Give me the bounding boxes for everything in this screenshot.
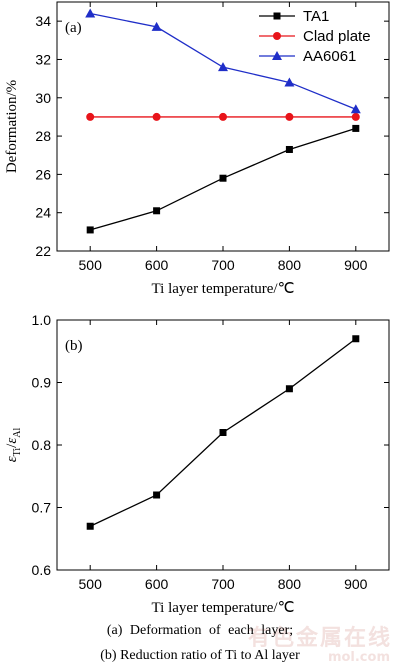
data-point bbox=[285, 145, 293, 153]
data-point bbox=[352, 335, 360, 343]
y-tick-label: 0.8 bbox=[32, 437, 52, 453]
legend-label: Clad plate bbox=[303, 28, 371, 45]
data-point bbox=[152, 112, 161, 121]
x-tick-label: 700 bbox=[211, 576, 235, 592]
data-point bbox=[352, 124, 360, 132]
y-tick-label: 26 bbox=[35, 166, 51, 182]
chart-panel-b: 500 600 700 800 900 0.6 0.7 0.8 0.9 1.0 Ti layer t… bbox=[4, 312, 390, 616]
data-point bbox=[86, 112, 95, 121]
panel-label: (b) bbox=[65, 338, 83, 354]
x-axis-label: Ti layer temperature/℃ bbox=[152, 281, 295, 297]
data-point bbox=[285, 385, 293, 393]
legend-marker bbox=[272, 51, 282, 60]
y-axis-label: Deformation/% bbox=[4, 80, 20, 173]
x-tick-label: 900 bbox=[344, 576, 368, 592]
x-tick-label: 500 bbox=[79, 576, 103, 592]
y-tick-label: 34 bbox=[35, 13, 51, 29]
x-tick-label: 600 bbox=[145, 257, 169, 273]
data-point bbox=[285, 112, 294, 121]
x-tick-label: 500 bbox=[79, 257, 103, 273]
chart-panel-a: 500 600 700 800 900 22 24 26 28 30 32 34 Ti layer te… bbox=[4, 1, 390, 297]
y-tick-label: 28 bbox=[35, 128, 51, 144]
panel-label: (a) bbox=[65, 20, 82, 36]
y-tick-label: 22 bbox=[35, 243, 51, 259]
x-tick-label: 800 bbox=[278, 576, 302, 592]
data-point bbox=[86, 522, 94, 530]
data-point bbox=[351, 112, 360, 121]
data-point bbox=[284, 77, 295, 87]
y-tick-label: 0.9 bbox=[32, 375, 52, 391]
data-point bbox=[151, 21, 162, 31]
y-tick-label: 32 bbox=[35, 51, 51, 67]
data-point bbox=[219, 174, 227, 182]
x-tick-label: 700 bbox=[211, 257, 235, 273]
data-point bbox=[350, 104, 361, 114]
y-tick-label: 24 bbox=[35, 205, 51, 221]
x-tick-label: 900 bbox=[344, 257, 368, 273]
legend-marker bbox=[273, 32, 281, 40]
data-point bbox=[86, 226, 94, 234]
y-tick-label: 30 bbox=[35, 90, 51, 106]
data-point bbox=[85, 8, 96, 18]
data-point bbox=[153, 207, 161, 215]
data-point bbox=[218, 62, 228, 72]
y-tick-label: 1.0 bbox=[32, 312, 52, 328]
plot-frame bbox=[56, 319, 390, 571]
data-point bbox=[219, 112, 227, 121]
y-tick-label: 0.7 bbox=[32, 500, 52, 516]
y-tick-label: 0.6 bbox=[32, 562, 52, 578]
watermark-url: mol.com bbox=[327, 650, 390, 665]
caption-a: (a) Deformation of each layer; bbox=[106, 623, 294, 638]
legend-label: TA1 bbox=[303, 8, 329, 25]
legend-label: AA6061 bbox=[303, 48, 356, 65]
y-axis-label: εTi/εAl bbox=[4, 427, 23, 462]
legend-marker bbox=[273, 12, 281, 20]
caption-b: (b) Reduction ratio of Ti to Al layer bbox=[100, 648, 300, 663]
x-tick-label: 800 bbox=[278, 257, 302, 273]
x-axis-label: Ti layer temperature/℃ bbox=[152, 600, 295, 616]
data-point bbox=[153, 491, 161, 499]
data-point bbox=[219, 429, 227, 436]
x-tick-label: 600 bbox=[145, 576, 169, 592]
watermark-text: 有色金属在线 bbox=[247, 626, 392, 651]
